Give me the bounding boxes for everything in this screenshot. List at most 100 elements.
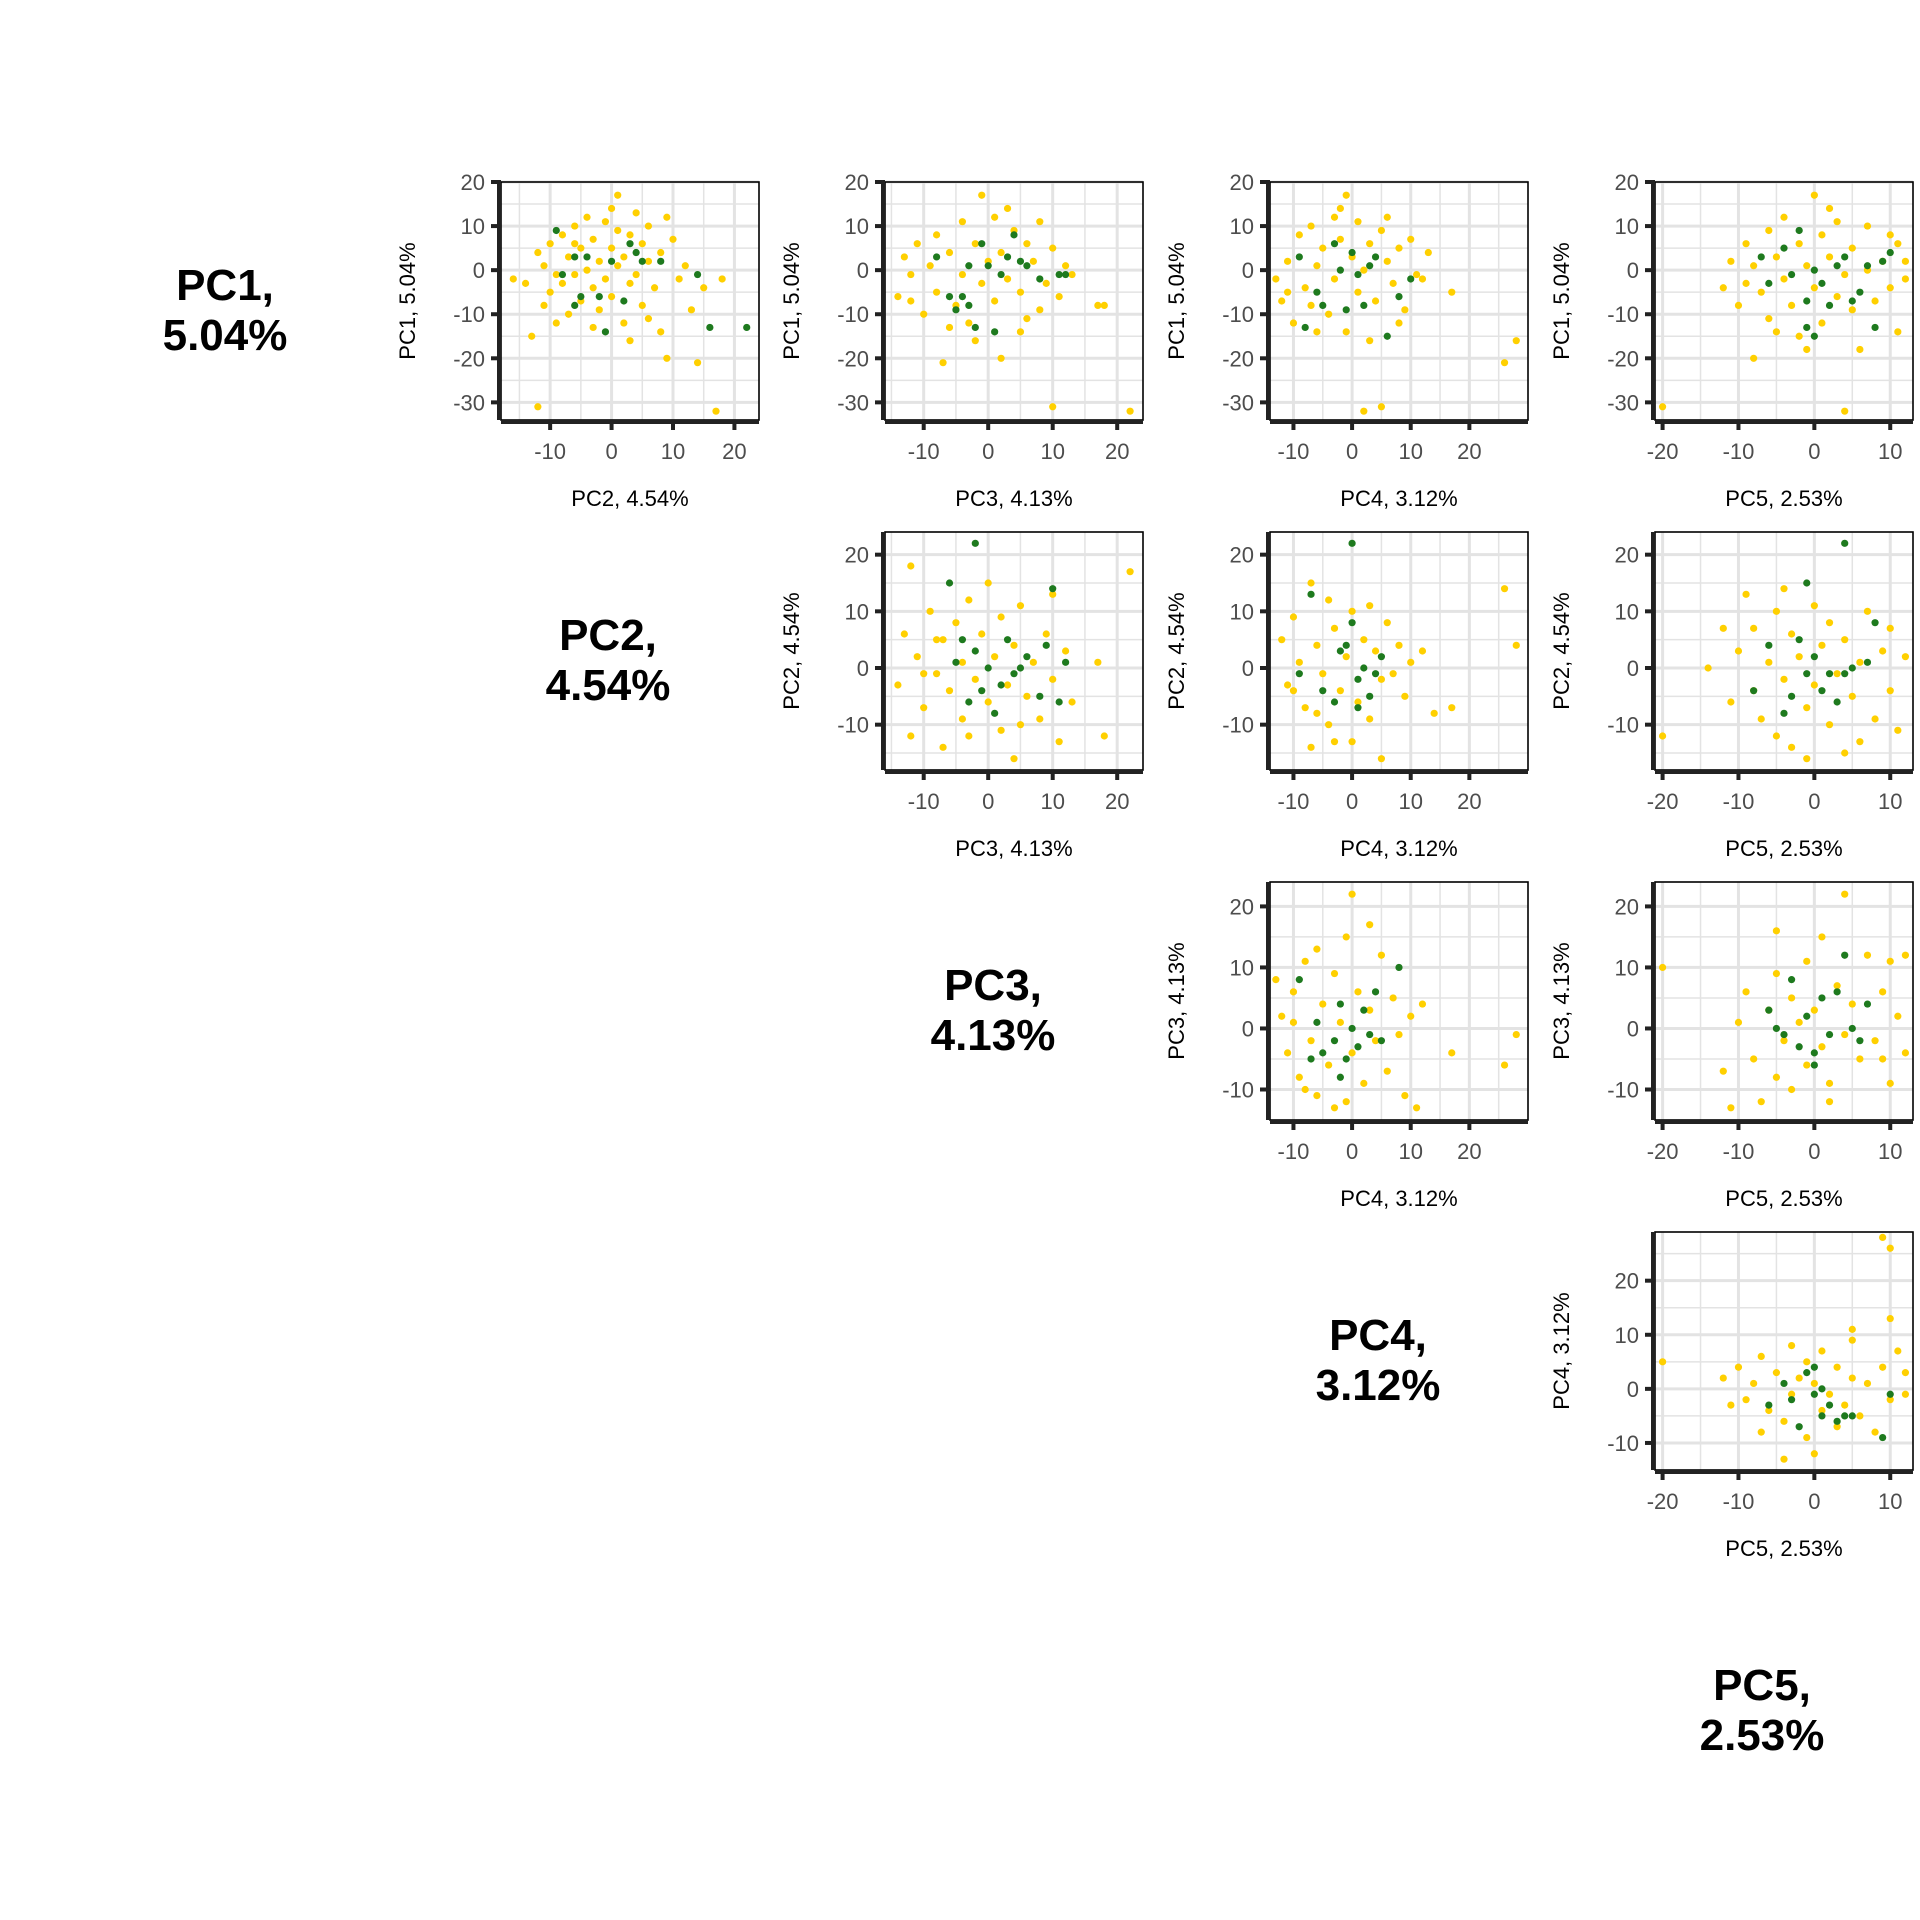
data-point-group-b (1062, 658, 1070, 666)
data-point-group-a (583, 266, 591, 274)
data-point-group-a (1719, 624, 1727, 632)
data-point-group-a (712, 407, 720, 415)
data-point-group-b (1371, 670, 1380, 678)
data-point-group-a (971, 240, 979, 248)
data-point-group-a (1325, 721, 1333, 729)
y-tick-label: -10 (1607, 1077, 1639, 1102)
data-point-group-a (1901, 1369, 1910, 1377)
data-point-group-a (1383, 619, 1391, 627)
data-point-group-b (1395, 963, 1403, 972)
data-point-group-b (632, 248, 640, 257)
data-point-group-a (1283, 1049, 1292, 1057)
data-point-group-a (1780, 213, 1788, 221)
x-tick-label: 10 (1878, 789, 1902, 814)
data-point-group-a (1863, 1379, 1872, 1388)
data-point-group-a (1295, 231, 1303, 239)
data-point-group-a (920, 310, 928, 318)
data-point-group-a (540, 301, 548, 310)
data-point-group-a (971, 337, 979, 345)
data-point-group-b (1049, 585, 1057, 593)
data-point-group-a (1818, 933, 1826, 941)
data-point-group-a (1757, 1352, 1765, 1361)
data-point-group-a (1278, 636, 1286, 644)
data-point-group-b (1848, 297, 1856, 305)
data-point-group-b (743, 323, 751, 332)
y-axis-title: PC1, 5.04% (395, 242, 420, 359)
data-point-group-b (984, 664, 992, 672)
data-point-group-a (1371, 297, 1380, 305)
data-point-group-a (509, 275, 517, 283)
data-point-group-a (1342, 191, 1350, 199)
data-point-group-a (1787, 301, 1796, 310)
data-point-group-a (1371, 1037, 1380, 1045)
data-point-group-a (1719, 284, 1727, 292)
data-point-group-a (1366, 602, 1374, 610)
data-point-group-a (1719, 1374, 1727, 1382)
data-point-group-b (1757, 253, 1765, 261)
data-point-group-a (1126, 407, 1134, 415)
data-point-group-b (1810, 1390, 1818, 1398)
data-point-group-a (614, 191, 622, 199)
data-point-group-b (1772, 1024, 1781, 1033)
x-tick-label: 10 (1398, 1139, 1422, 1164)
data-point-group-a (1289, 687, 1298, 695)
y-axis-title: PC1, 5.04% (1164, 242, 1189, 359)
plot-background (1270, 532, 1528, 770)
data-point-group-b (1354, 1043, 1362, 1051)
data-point-group-b (1330, 240, 1339, 248)
data-point-group-a (1810, 602, 1818, 610)
plot-background (1655, 1232, 1913, 1470)
data-point-group-b (1377, 1037, 1386, 1045)
data-point-group-a (1750, 354, 1758, 362)
data-point-group-a (1289, 988, 1298, 996)
data-point-group-a (926, 607, 934, 615)
data-point-group-a (997, 354, 1005, 362)
data-point-group-a (1871, 1428, 1879, 1436)
data-point-group-b (1336, 1073, 1344, 1081)
data-point-group-a (1886, 1314, 1894, 1323)
data-point-group-a (626, 231, 634, 239)
data-point-group-a (1094, 658, 1102, 666)
data-point-group-b (997, 270, 1005, 279)
data-point-group-a (907, 562, 915, 570)
y-tick-label: -10 (1222, 713, 1254, 738)
x-tick-label: 10 (661, 439, 685, 464)
y-tick-label: 10 (461, 214, 485, 239)
diagonal-label-line1: PC2, (559, 611, 657, 660)
data-point-group-a (1307, 222, 1315, 230)
data-point-group-a (1734, 647, 1743, 655)
data-point-group-a (558, 231, 567, 239)
data-point-group-a (1841, 636, 1849, 644)
data-point-group-a (1354, 218, 1362, 226)
x-tick-label: 20 (1105, 439, 1129, 464)
data-point-group-a (907, 270, 915, 279)
data-point-group-b (1023, 653, 1031, 661)
y-axis-title: PC1, 5.04% (779, 242, 804, 359)
data-point-group-a (1395, 641, 1403, 649)
data-point-group-a (1894, 726, 1902, 734)
data-point-group-a (1658, 963, 1667, 972)
data-point-group-a (1750, 1379, 1758, 1388)
data-point-group-b (1036, 275, 1044, 283)
data-point-group-a (1389, 279, 1397, 287)
data-point-group-a (1818, 319, 1826, 327)
data-point-group-a (1330, 624, 1339, 632)
data-point-group-a (614, 262, 622, 270)
plot-background (885, 532, 1143, 770)
data-point-group-a (1401, 692, 1409, 700)
data-point-group-b (958, 292, 967, 301)
data-point-group-b (1042, 641, 1050, 649)
x-tick-label: -10 (1278, 1139, 1310, 1164)
data-point-group-a (1395, 1030, 1403, 1039)
data-point-group-b (1871, 323, 1879, 332)
data-point-group-a (675, 275, 683, 283)
data-point-group-a (1307, 1037, 1315, 1045)
data-point-group-b (1825, 1030, 1834, 1039)
data-point-group-a (1901, 275, 1910, 283)
data-point-group-b (971, 647, 979, 655)
data-point-group-b (1371, 253, 1380, 261)
data-point-group-a (1301, 957, 1309, 965)
data-point-group-a (1448, 288, 1456, 296)
data-point-group-a (577, 244, 585, 252)
data-point-group-a (1100, 301, 1108, 310)
